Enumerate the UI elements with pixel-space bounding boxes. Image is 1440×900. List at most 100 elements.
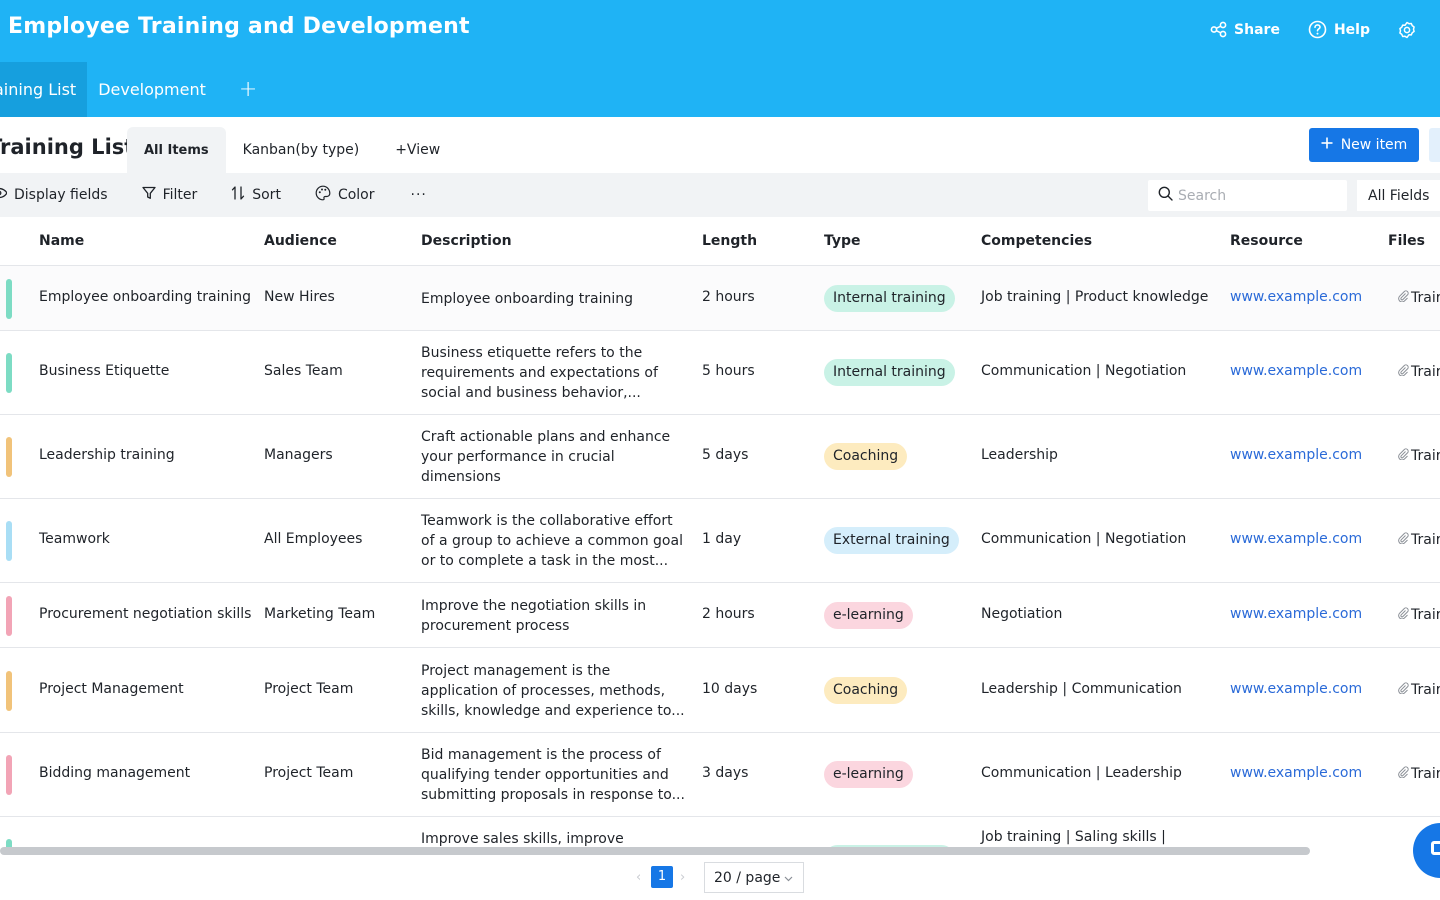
cell-competencies[interactable]: Communication | Negotiation	[981, 363, 1187, 379]
type-tag[interactable]: External training	[824, 527, 959, 554]
add-view-button[interactable]: +View	[376, 127, 457, 173]
search-fields-select[interactable]: All Fields	[1357, 180, 1440, 211]
table-row[interactable]: Employee onboarding training New Hires Emp…	[0, 266, 1440, 331]
column-header-type[interactable]: Type	[824, 233, 861, 249]
resource-link[interactable]: www.example.com	[1230, 765, 1363, 781]
cell-name[interactable]: Project Management	[39, 680, 184, 697]
tab-all-items[interactable]: All Items	[127, 127, 226, 173]
file-attachment[interactable]: Trair	[1397, 766, 1440, 782]
resource-link[interactable]: www.example.com	[1230, 363, 1363, 379]
cell-competencies[interactable]: Communication | Leadership	[981, 765, 1182, 781]
cell-length[interactable]: 5 hours	[702, 363, 755, 379]
column-header-length[interactable]: Length	[702, 233, 758, 249]
file-attachment[interactable]: Trair	[1397, 364, 1440, 380]
settings-button[interactable]	[1398, 21, 1416, 39]
column-header-competencies[interactable]: Competencies	[981, 233, 1093, 249]
column-header-description[interactable]: Description	[421, 233, 512, 249]
type-tag[interactable]: Internal training	[824, 359, 955, 386]
cell-audience[interactable]: Marketing Team	[264, 605, 376, 622]
cell-name[interactable]: Procurement negotiation skills	[39, 605, 252, 622]
cell-description[interactable]: Project management is the application of…	[421, 662, 685, 719]
cell-length[interactable]: 3 days	[702, 765, 749, 781]
file-attachment[interactable]: Trair	[1397, 607, 1440, 623]
cell-audience[interactable]: New Hires	[264, 288, 335, 305]
new-item-button[interactable]: New item	[1309, 128, 1419, 162]
cell-competencies[interactable]: Job training | Saling skills |	[981, 829, 1166, 845]
current-page[interactable]: 1	[651, 866, 673, 888]
type-tag[interactable]: Coaching	[824, 443, 908, 470]
cell-length[interactable]: 5 days	[702, 447, 749, 463]
table-row[interactable]: Project Management Project Team Project ma…	[0, 648, 1440, 733]
tab-training-list[interactable]: Training List	[0, 62, 88, 117]
cell-description[interactable]: Improve the negotiation skills in procur…	[421, 597, 647, 634]
type-tag[interactable]: Internal training	[824, 845, 955, 847]
file-attachment[interactable]: Trair	[1397, 448, 1440, 464]
cell-audience[interactable]: Project Team	[264, 680, 354, 697]
cell-description[interactable]: Employee onboarding training	[421, 290, 633, 307]
prev-page-button[interactable]: ‹	[636, 870, 642, 885]
cell-length[interactable]: 2 hours	[702, 288, 755, 305]
share-button[interactable]: Share	[1210, 21, 1280, 38]
cell-description[interactable]: Bid management is the process of qualify…	[421, 747, 685, 803]
cell-description[interactable]: Teamwork is the collaborative effort of …	[421, 513, 683, 569]
more-options-button[interactable]: ···	[411, 187, 427, 203]
cell-competencies[interactable]: Job training | Product knowledge	[981, 288, 1209, 305]
cell-competencies[interactable]: Leadership | Communication	[981, 680, 1182, 697]
cell-competencies[interactable]: Communication | Negotiation	[981, 531, 1187, 547]
cell-length[interactable]: 2 hours	[702, 605, 755, 622]
file-attachment[interactable]: Trair	[1397, 290, 1440, 306]
type-tag[interactable]: Internal training	[824, 284, 955, 312]
help-button[interactable]: Help	[1308, 20, 1370, 39]
table-row[interactable]: Business Etiquette Sales Team Business eti…	[0, 331, 1440, 415]
next-page-button[interactable]: ›	[680, 870, 686, 885]
table-row[interactable]: Leadership training Managers Craft actiona…	[0, 415, 1440, 499]
page-size-select[interactable]: 20 / page	[704, 862, 804, 893]
table-row[interactable]: Bidding management Project Team Bid manage…	[0, 733, 1440, 817]
type-tag[interactable]: e-learning	[824, 601, 913, 629]
type-tag[interactable]: e-learning	[824, 761, 913, 788]
cell-name[interactable]: Employee onboarding training	[39, 288, 251, 305]
view-bar: Training List All Items Kanban(by type) …	[0, 117, 1440, 173]
column-header-resource[interactable]: Resource	[1230, 233, 1303, 249]
resource-link[interactable]: www.example.com	[1230, 288, 1363, 305]
cell-competencies[interactable]: Negotiation	[981, 605, 1063, 622]
column-header-name[interactable]: Name	[39, 233, 85, 249]
cell-name[interactable]: Business Etiquette	[39, 363, 170, 379]
tab-kanban[interactable]: Kanban(by type)	[226, 127, 377, 173]
more-actions-button[interactable]	[1429, 128, 1440, 162]
type-tag[interactable]: Coaching	[824, 676, 908, 704]
column-header-audience[interactable]: Audience	[264, 233, 337, 249]
filter-button[interactable]: Filter	[141, 186, 197, 204]
cell-description[interactable]: Craft actionable plans and enhance your …	[421, 429, 671, 485]
cell-audience[interactable]: Project Team	[264, 765, 354, 781]
cell-audience[interactable]: Managers	[264, 447, 333, 463]
file-attachment[interactable]: Trair	[1397, 682, 1440, 698]
column-header-files[interactable]: Files	[1388, 233, 1425, 249]
cell-description[interactable]: Improve sales skills, improve	[421, 831, 624, 847]
file-name: Trair	[1411, 681, 1440, 698]
cell-length[interactable]: 10 days	[702, 680, 758, 697]
table-row[interactable]: Teamwork All Employees Teamwork is the col…	[0, 499, 1440, 583]
cell-name[interactable]: Leadership training	[39, 447, 175, 463]
cell-audience[interactable]: Sales Team	[264, 363, 343, 379]
cell-name[interactable]: Bidding management	[39, 765, 191, 781]
cell-competencies[interactable]: Leadership	[981, 447, 1058, 463]
display-fields-button[interactable]: Display fields	[0, 187, 108, 203]
cell-description[interactable]: Business etiquette refers to the require…	[421, 345, 658, 401]
cell-audience[interactable]: All Employees	[264, 531, 363, 547]
sort-button[interactable]: Sort	[231, 186, 281, 204]
resource-link[interactable]: www.example.com	[1230, 531, 1363, 547]
resource-link[interactable]: www.example.com	[1230, 447, 1363, 463]
tab-development[interactable]: Development	[87, 62, 217, 117]
add-tab-button[interactable]: +	[217, 62, 275, 117]
color-button[interactable]: Color	[315, 185, 375, 205]
resource-link[interactable]: www.example.com	[1230, 605, 1363, 622]
horizontal-scrollbar[interactable]	[0, 847, 1310, 855]
search-input[interactable]	[1178, 187, 1338, 204]
cell-name[interactable]: Teamwork	[39, 531, 110, 547]
cell-length[interactable]: 1 day	[702, 531, 742, 547]
resource-link[interactable]: www.example.com	[1230, 680, 1363, 697]
table-row[interactable]: Procurement negotiation skills Marketing …	[0, 583, 1440, 648]
file-attachment[interactable]: Trair	[1397, 532, 1440, 548]
